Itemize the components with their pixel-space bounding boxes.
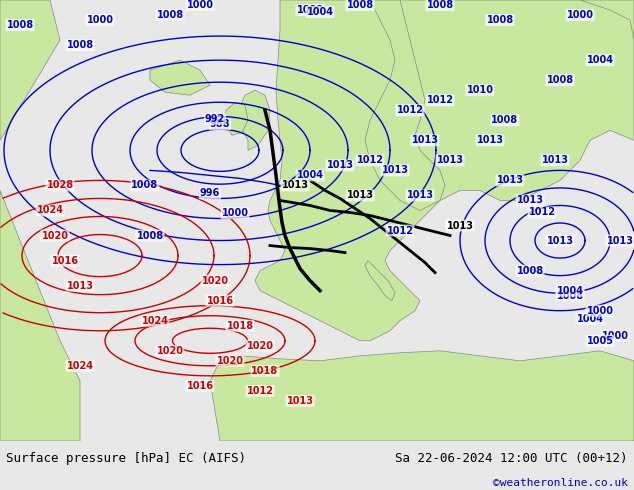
Text: 1013: 1013 (406, 191, 434, 200)
Text: 1018: 1018 (226, 321, 254, 331)
Text: 1008: 1008 (557, 291, 583, 301)
Polygon shape (0, 0, 60, 140)
Text: 1013: 1013 (436, 155, 463, 165)
Polygon shape (224, 102, 248, 135)
Text: 1013: 1013 (287, 396, 313, 406)
Text: 1020: 1020 (202, 276, 228, 286)
Text: 1000: 1000 (567, 10, 593, 20)
Text: 1004: 1004 (297, 171, 323, 180)
Text: 1020: 1020 (216, 356, 243, 366)
Text: 1008: 1008 (427, 0, 453, 10)
Text: 996: 996 (200, 189, 220, 198)
Text: 1028: 1028 (46, 180, 74, 191)
Text: 988: 988 (210, 119, 230, 129)
Text: 1016: 1016 (186, 381, 214, 391)
Polygon shape (150, 60, 210, 95)
Polygon shape (255, 0, 634, 341)
Text: 1012: 1012 (529, 207, 555, 218)
Text: 1010: 1010 (467, 85, 493, 95)
Polygon shape (238, 90, 270, 150)
Text: Surface pressure [hPa] EC (AIFS): Surface pressure [hPa] EC (AIFS) (6, 452, 247, 465)
Text: 1013: 1013 (541, 155, 569, 165)
Text: 1000: 1000 (86, 15, 113, 25)
Text: 1005: 1005 (586, 336, 614, 346)
Polygon shape (365, 0, 445, 211)
Text: 1008: 1008 (131, 180, 158, 191)
Text: 1000: 1000 (186, 0, 214, 10)
Text: 1024: 1024 (67, 361, 93, 371)
Text: 1020: 1020 (247, 341, 273, 351)
Text: 1020: 1020 (41, 230, 68, 241)
Polygon shape (210, 351, 634, 441)
Text: 1013: 1013 (327, 160, 354, 171)
Polygon shape (365, 261, 395, 301)
Text: 1012: 1012 (396, 105, 424, 115)
Text: 1000: 1000 (297, 5, 323, 15)
Text: 1013: 1013 (411, 135, 439, 146)
Text: Sa 22-06-2024 12:00 UTC (00+12): Sa 22-06-2024 12:00 UTC (00+12) (395, 452, 628, 465)
Polygon shape (580, 0, 634, 40)
Text: 1004: 1004 (557, 286, 583, 295)
Polygon shape (0, 191, 80, 441)
Text: 1024: 1024 (141, 316, 169, 326)
Text: 1008: 1008 (547, 75, 574, 85)
Text: 1008: 1008 (136, 230, 164, 241)
Text: ©weatheronline.co.uk: ©weatheronline.co.uk (493, 478, 628, 488)
Text: 1004: 1004 (576, 314, 604, 324)
Text: 1004: 1004 (586, 55, 614, 65)
Text: 1013: 1013 (607, 236, 633, 245)
Text: 1000: 1000 (221, 208, 249, 218)
Text: 1013: 1013 (496, 175, 524, 185)
Text: 992: 992 (205, 114, 225, 124)
Text: 1013: 1013 (446, 220, 474, 230)
Text: 1018: 1018 (252, 366, 278, 376)
Text: 1000: 1000 (602, 331, 628, 341)
Text: 1012: 1012 (356, 155, 384, 165)
Text: 1013: 1013 (281, 180, 309, 191)
Text: 1020: 1020 (157, 346, 183, 356)
Text: 1013: 1013 (547, 236, 574, 245)
Text: 1012: 1012 (387, 225, 413, 236)
Text: 1013: 1013 (382, 166, 408, 175)
Text: 1013: 1013 (67, 281, 93, 291)
Text: 1008: 1008 (491, 115, 519, 125)
Text: 1008: 1008 (6, 20, 34, 30)
Text: 1008: 1008 (67, 40, 94, 50)
Text: 1008: 1008 (346, 0, 373, 10)
Text: 1008: 1008 (157, 10, 184, 20)
Text: 1013: 1013 (477, 135, 503, 146)
Text: 1012: 1012 (427, 95, 453, 105)
Text: 1016: 1016 (51, 256, 79, 266)
Text: 1024: 1024 (37, 205, 63, 216)
Text: 1008: 1008 (517, 266, 543, 275)
Text: 1008: 1008 (486, 15, 514, 25)
Text: 1004: 1004 (306, 7, 333, 17)
Text: 1016: 1016 (207, 295, 233, 306)
Text: 1013: 1013 (347, 191, 373, 200)
Text: 1013: 1013 (517, 196, 543, 205)
Text: 1012: 1012 (247, 386, 273, 396)
Text: 1000: 1000 (586, 306, 614, 316)
